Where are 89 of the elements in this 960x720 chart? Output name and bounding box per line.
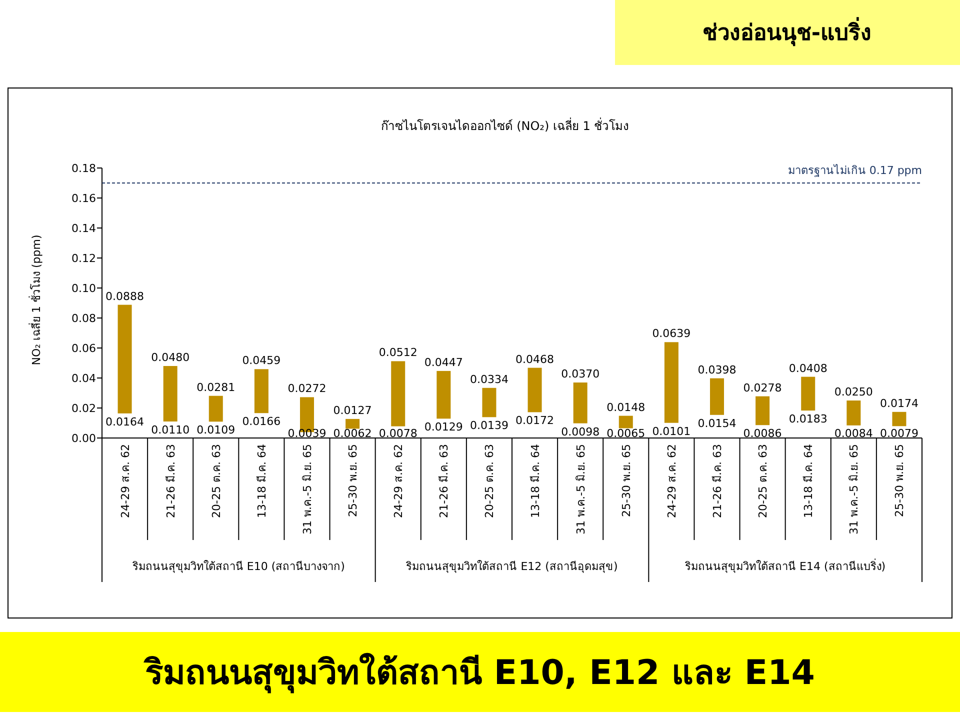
y-tick-label: 0.10 [72, 282, 96, 295]
data-label: 0.0281 [196, 380, 236, 394]
bar [208, 396, 223, 422]
bar [391, 361, 406, 426]
annotation: 0.0139 [470, 419, 508, 432]
y-tick-label: 0.02 [72, 402, 96, 415]
y-axis-title: NO₂ เฉลี่ย 1 ชั่วโมง (ppm) [28, 234, 43, 366]
x-tick-label: 21-26 มี.ค. 63 [164, 444, 178, 518]
data-label: 0.0512 [378, 346, 418, 360]
x-tick-label: 20-25 ต.ค. 63 [756, 444, 770, 518]
annotation: 0.0039 [288, 427, 326, 440]
bar [346, 418, 360, 429]
y-tick-label: 0.00 [72, 432, 96, 445]
x-tick-label: 21-26 มี.ค. 63 [711, 444, 724, 518]
annotation: 0.0164 [106, 415, 144, 428]
data-label: 0.0370 [561, 368, 600, 380]
data-label: 0.0447 [424, 356, 463, 369]
annotation: 0.0154 [698, 416, 736, 430]
data-label: 0.0888 [106, 290, 144, 303]
x-tick-label: 20-25 ต.ค. 63 [483, 444, 496, 518]
annotation: 0.0084 [834, 427, 873, 440]
bar [573, 382, 588, 424]
bar [801, 376, 816, 411]
x-tick-label: 25-30 พ.ย. 65 [893, 444, 906, 517]
y-tick-label: 0.08 [72, 312, 96, 325]
bar [846, 400, 861, 426]
data-label: 0.0278 [743, 381, 782, 394]
data-label: 0.0250 [834, 386, 873, 398]
annotation: 0.0101 [652, 424, 691, 438]
y-tick-label: 0.18 [72, 162, 96, 175]
text: ริมถนนสุขุมวิทใต้สถานี E10, E12 และ E14 [143, 652, 815, 694]
x-tick-label: 13-18 มี.ค. 64 [802, 444, 816, 518]
x-tick-label: 21-26 มี.ค. 63 [438, 444, 451, 518]
x-tick-label: 31 พ.ค.-5 มิ.ย. 65 [574, 444, 588, 534]
y-tick-label: 0.16 [72, 192, 96, 205]
bar [254, 369, 268, 414]
x-tick-label: 13-18 มี.ค. 64 [255, 444, 268, 518]
bar [528, 368, 542, 412]
x-tick-label: 20-25 ต.ค. 63 [210, 444, 223, 518]
data-label: 0.0459 [242, 354, 281, 368]
bar [664, 342, 678, 423]
x-tick-label: 25-30 พ.ย. 65 [620, 444, 633, 517]
bar [118, 304, 132, 414]
bar [618, 416, 633, 428]
x-tick-label: 13-18 มี.ค. 64 [528, 444, 542, 518]
x-tick-label: 24-29 ส.ค. 62 [118, 444, 132, 518]
x-tick-label: 25-30 พ.ย. 65 [346, 444, 360, 517]
data-label: 0.0174 [880, 396, 918, 410]
ref-line-label: มาตรฐานไม่เกิน 0.17 ppm [788, 164, 922, 177]
text: ริมถนนสุขุมวิทใต้สถานี E14 (สถานีแบริ่ง) [684, 558, 886, 573]
text: ช่วงอ่อนนุช-แบริ่ง [702, 16, 872, 47]
data-label: 0.0480 [151, 351, 190, 364]
annotation: 0.0183 [788, 412, 828, 426]
annotation: 0.0065 [606, 427, 646, 440]
x-tick-label: 31 พ.ค.-5 มิ.ย. 65 [848, 444, 861, 534]
annotation: 0.0098 [561, 425, 600, 438]
y-tick-label: 0.04 [72, 372, 96, 385]
data-label: 0.0408 [788, 362, 828, 375]
text: ริมถนนสุขุมวิทใต้สถานี E10 (สถานีบางจาก) [131, 560, 345, 573]
data-label: 0.0334 [470, 372, 508, 386]
annotation: 0.0166 [242, 415, 281, 428]
bar [892, 412, 906, 426]
text: ริมถนนสุขุมวิทใต้สถานี E12 (สถานีอุดมสุข) [405, 560, 618, 573]
annotation: 0.0079 [880, 427, 918, 440]
x-tick-label: 31 พ.ค.-5 มิ.ย. 65 [301, 444, 314, 534]
y-tick-label: 0.12 [72, 252, 96, 265]
bar [163, 366, 178, 422]
data-label: 0.0639 [652, 327, 691, 340]
data-label: 0.0468 [516, 352, 554, 366]
annotation: 0.0086 [743, 427, 782, 440]
data-label: 0.0127 [333, 404, 372, 417]
data-label: 0.0148 [606, 400, 646, 414]
x-tick-label: 24-29 ส.ค. 62 [392, 444, 406, 518]
bar [710, 378, 724, 415]
bar [756, 396, 770, 426]
bar [436, 370, 451, 419]
data-label: 0.0398 [698, 363, 736, 376]
x-tick-label: 24-29 ส.ค. 62 [665, 444, 678, 518]
bar [482, 388, 496, 418]
annotation: 0.0172 [516, 414, 554, 428]
chart-title: ก๊าซไนโตรเจนไดออกไซด์ (NO₂) เฉลี่ย 1 ชั่วโมง [380, 117, 630, 133]
annotation: 0.0109 [196, 424, 236, 437]
data-label: 0.0272 [288, 382, 326, 396]
annotation: 0.0078 [378, 427, 418, 440]
y-tick-label: 0.14 [72, 222, 96, 235]
annotation: 0.0129 [424, 420, 463, 434]
annotation: 0.0062 [333, 427, 372, 440]
annotation: 0.0110 [151, 424, 190, 436]
y-tick-label: 0.06 [72, 342, 96, 355]
